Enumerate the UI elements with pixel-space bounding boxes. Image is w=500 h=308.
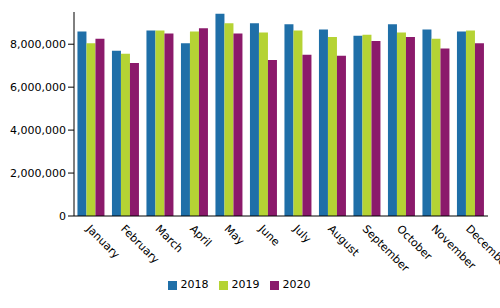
svg-text:September: September — [359, 222, 412, 275]
svg-text:0: 0 — [59, 210, 66, 223]
html-text:2019: 2019 — [231, 278, 260, 291]
svg-text:4,000,000: 4,000,000 — [10, 124, 66, 137]
html-text:2018: 2018 — [180, 278, 209, 291]
svg-text:January: January — [83, 222, 123, 262]
svg-text:October: October — [394, 222, 435, 263]
svg-text:8,000,000: 8,000,000 — [10, 38, 66, 51]
html-text:2020: 2020 — [282, 278, 311, 291]
svg-text:May: May — [222, 222, 248, 248]
svg-text:6,000,000: 6,000,000 — [10, 81, 66, 94]
svg-text:March: March — [153, 222, 186, 255]
svg-text:December: December — [463, 222, 492, 272]
svg-text:November: November — [428, 222, 479, 273]
svg-text:2,000,000: 2,000,000 — [10, 167, 66, 180]
svg-text:June: June — [255, 222, 282, 249]
svg-text:February: February — [118, 222, 162, 267]
svg-text:April: April — [187, 222, 214, 249]
svg-text:August: August — [325, 222, 362, 259]
svg-text:July: July — [290, 222, 314, 246]
